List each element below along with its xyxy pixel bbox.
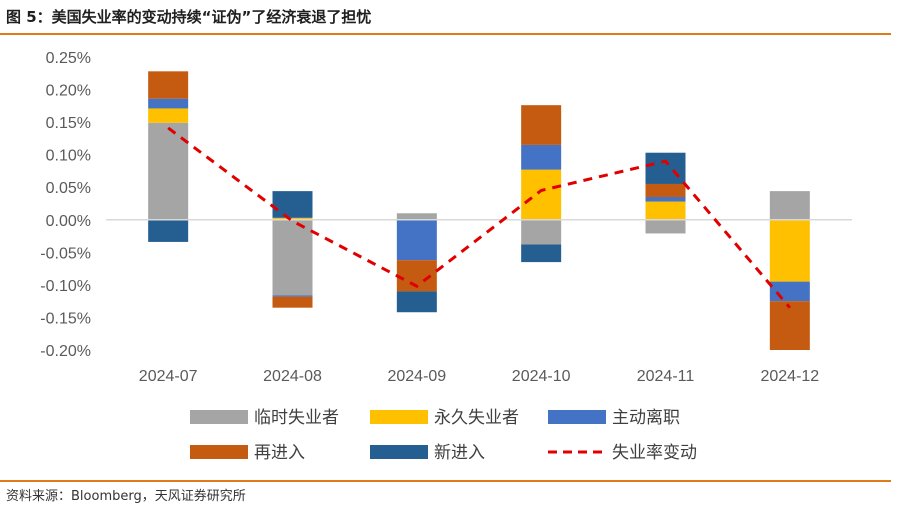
bar-segment (521, 105, 562, 145)
bar-segment (645, 152, 686, 184)
bar-segment (769, 301, 810, 350)
bar-segment (272, 219, 313, 296)
bar-segment (521, 144, 562, 170)
bar-segment (645, 183, 686, 197)
chart-title: 图 5：美国失业率的变动持续“证伪”了经济衰退了担忧 (6, 8, 372, 26)
bar-segment (396, 213, 437, 220)
bar-segment (769, 219, 810, 282)
bar-segment (521, 219, 562, 245)
y-axis: 0.25% 0.20% 0.15% 0.10% 0.05% 0.00% -0.05% -0.1… (40, 50, 91, 360)
bar-segment (272, 217, 313, 220)
y-tick-label: -0.10% (40, 278, 91, 295)
source-note: 资料来源：Bloomberg，天风证券研究所 (6, 489, 246, 504)
y-tick-label: -0.20% (40, 343, 91, 360)
bar-segment (272, 295, 313, 297)
legend-swatch (190, 410, 248, 424)
legend-swatch (548, 410, 606, 424)
legend-label: 主动离职 (612, 408, 680, 428)
y-tick-label: -0.05% (40, 245, 91, 262)
bar-segment (645, 196, 686, 202)
bar-segment (148, 98, 189, 109)
x-tick-label: 2024-11 (637, 368, 695, 385)
bar-segment (769, 281, 810, 302)
bar-segment (272, 296, 313, 308)
legend-label: 新进入 (434, 443, 485, 463)
x-tick-label: 2024-08 (263, 368, 322, 385)
bar-segment (769, 191, 810, 220)
legend-swatch (370, 445, 428, 459)
x-tick-label: 2024-12 (760, 368, 819, 385)
top-rule (0, 33, 891, 35)
bar-segment (645, 201, 686, 220)
y-tick-label: 0.10% (46, 148, 91, 165)
x-tick-label: 2024-10 (512, 368, 571, 385)
y-tick-label: -0.15% (40, 310, 91, 327)
bar-segment (148, 219, 189, 242)
bar-segment (272, 191, 313, 218)
bars-group (148, 71, 810, 350)
legend-label: 临时失业者 (254, 408, 339, 428)
legend-swatch (190, 445, 248, 459)
y-tick-label: 0.20% (46, 83, 91, 100)
bar-segment (148, 108, 189, 123)
y-tick-label: 0.25% (46, 50, 91, 67)
y-tick-label: 0.00% (46, 213, 91, 230)
bar-segment (396, 291, 437, 313)
x-tick-label: 2024-07 (139, 368, 198, 385)
bar-segment (645, 219, 686, 234)
legend-label: 永久失业者 (434, 408, 519, 428)
bar-segment (521, 244, 562, 263)
line-series-group (167, 126, 791, 309)
legend-label: 失业率变动 (612, 443, 697, 463)
bar-segment (521, 169, 562, 220)
bar-segment (148, 71, 189, 99)
x-axis: 2024-07 2024-08 2024-09 2024-10 2024-11 2024-… (139, 368, 819, 385)
bar-segment (396, 219, 437, 261)
bottom-rule (0, 480, 891, 482)
y-tick-label: 0.05% (46, 180, 91, 197)
x-tick-label: 2024-09 (387, 368, 446, 385)
y-tick-label: 0.15% (46, 115, 91, 132)
legend-swatch (370, 410, 428, 424)
legend-label: 再进入 (254, 443, 305, 463)
line-series-path (167, 126, 791, 309)
